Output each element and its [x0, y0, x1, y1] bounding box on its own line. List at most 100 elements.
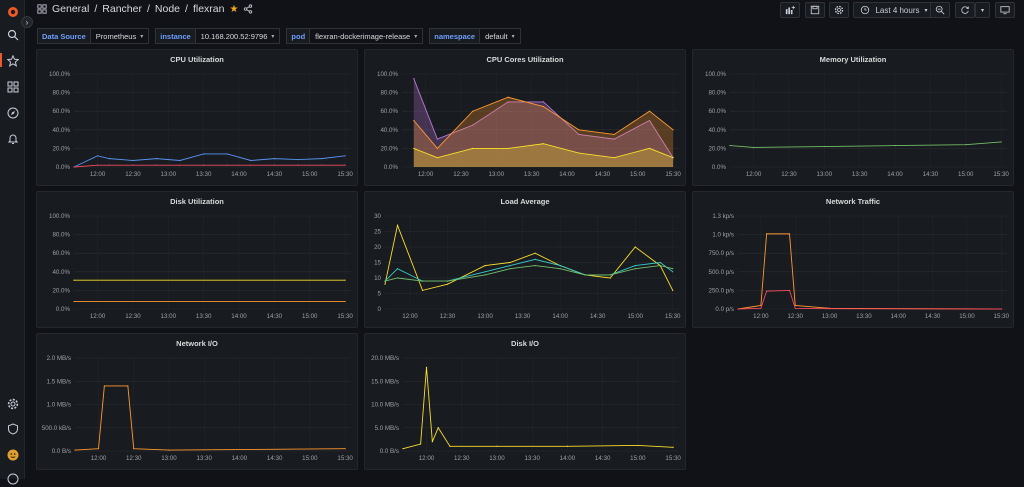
- data-point: [613, 138, 615, 140]
- x-tick-label: 12:30: [125, 171, 141, 178]
- data-point: [250, 164, 252, 166]
- y-tick-label: 100.0%: [49, 71, 70, 78]
- x-tick-label: 15:00: [959, 313, 975, 320]
- starred-icon[interactable]: [4, 52, 21, 69]
- save-dashboard-button[interactable]: [805, 2, 825, 18]
- data-point: [634, 246, 636, 248]
- data-point: [534, 258, 536, 260]
- data-point: [634, 265, 636, 267]
- user-avatar-icon[interactable]: [4, 446, 21, 463]
- x-tick-label: 13:00: [822, 313, 838, 320]
- breadcrumb-separator: /: [94, 3, 98, 15]
- gear-icon: [834, 5, 844, 15]
- chart-svg: 30 25 20 15 10 5 0 12:00 12:30 13:00 13:30 14:00 14:…: [374, 213, 681, 320]
- data-point: [449, 445, 451, 447]
- data-point: [74, 449, 76, 451]
- data-point: [729, 145, 731, 147]
- dashboard-title[interactable]: flexran: [192, 3, 225, 15]
- data-point: [413, 119, 415, 122]
- panel-network-traffic[interactable]: Network Traffic 1.3 kp/s 1.0 kp/s 750.0 p/…: [692, 191, 1014, 328]
- data-point: [179, 164, 181, 166]
- data-point: [344, 155, 346, 157]
- instance-select[interactable]: 10.168.200.52:9796 ▾: [195, 28, 281, 44]
- configuration-gear-icon[interactable]: [4, 395, 21, 412]
- alerting-bell-icon[interactable]: [4, 130, 21, 147]
- data-point: [396, 224, 399, 226]
- add-panel-button[interactable]: [780, 2, 800, 18]
- explore-icon[interactable]: [4, 104, 21, 121]
- dashboards-icon[interactable]: [4, 78, 21, 95]
- data-point: [794, 307, 796, 309]
- chart-svg: 100.0% 80.0% 60.0% 40.0% 20.0% 0.0% 12:00 12:30…: [705, 71, 1009, 178]
- data-point: [420, 443, 422, 445]
- x-tick-label: 15:30: [337, 313, 353, 320]
- x-tick-label: 13:30: [196, 171, 212, 178]
- data-point: [484, 274, 486, 276]
- panel-cpu-utilization[interactable]: CPU Utilization 100.0% 80.0% 60.0% 40.0% 20.…: [36, 49, 358, 186]
- data-point: [672, 129, 674, 131]
- zoom-out-button[interactable]: [930, 2, 950, 18]
- share-icon[interactable]: [243, 4, 253, 14]
- series-area: [413, 78, 674, 167]
- data-point: [760, 307, 762, 309]
- panel-network-io[interactable]: Network I/O 2.0 MB/s 1.5 MB/s 1.0 MB/s 500.…: [36, 333, 358, 470]
- dashboard-settings-button[interactable]: [829, 2, 849, 18]
- breadcrumb-separator: /: [185, 3, 188, 15]
- x-tick-label: 14:30: [595, 455, 611, 462]
- favorite-star-icon[interactable]: ★: [229, 3, 239, 15]
- panel-memory-utilization[interactable]: Memory Utilization 100.0% 80.0% 60.0% 40.0%…: [692, 49, 1014, 186]
- data-point: [672, 268, 674, 270]
- search-icon[interactable]: [4, 26, 21, 43]
- pod-select[interactable]: flexran-dockerimage-release ▾: [310, 28, 424, 44]
- grafana-logo-icon[interactable]: [4, 3, 21, 20]
- data-point: [226, 164, 228, 166]
- data-point: [672, 157, 674, 159]
- data-point: [155, 164, 158, 166]
- y-tick-label: 0.0%: [712, 164, 727, 171]
- variable-value: flexran-dockerimage-release: [315, 31, 411, 41]
- data-point: [613, 133, 615, 136]
- panel-disk-utilization[interactable]: Disk Utilization 100.0% 80.0% 60.0% 40.0% 20…: [36, 191, 358, 328]
- x-tick-label: 13:30: [852, 171, 868, 178]
- chart-svg: 2.0 MB/s 1.5 MB/s 1.0 MB/s 500.0 kB/s 0.0 B/…: [42, 355, 354, 462]
- x-tick-label: 14:00: [232, 455, 248, 462]
- add-panel-icon: [785, 5, 795, 15]
- panel-title: CPU Utilization: [170, 55, 224, 64]
- refresh-interval-dropdown[interactable]: ▾: [975, 2, 990, 18]
- datasource-select[interactable]: Prometheus ▾: [90, 28, 150, 44]
- shield-icon[interactable]: [4, 420, 21, 437]
- data-point: [509, 265, 511, 267]
- x-tick-label: 14:30: [267, 455, 283, 462]
- breadcrumb-item[interactable]: Node: [154, 3, 181, 15]
- panel-title: Memory Utilization: [819, 55, 887, 64]
- breadcrumb-item[interactable]: Rancher: [102, 3, 142, 15]
- data-point: [168, 449, 170, 451]
- panel-cpu-cores-utilization[interactable]: CPU Cores Utilization 100.0% 80.0% 60.0% 40…: [364, 49, 686, 186]
- time-range-label: Last 4 hours: [875, 5, 920, 15]
- y-tick-label: 250.0 p/s: [709, 287, 734, 294]
- data-point: [828, 308, 831, 310]
- namespace-select[interactable]: default ▾: [480, 28, 521, 44]
- data-point: [402, 448, 404, 450]
- y-tick-label: 20: [374, 244, 381, 251]
- data-point: [659, 265, 661, 267]
- y-tick-label: 0.0 B/s: [380, 448, 399, 455]
- variables-bar: Data Source Prometheus ▾ instance 10.168.…: [37, 28, 521, 44]
- expand-menu-button[interactable]: ›: [21, 16, 33, 28]
- refresh-button[interactable]: [955, 2, 975, 18]
- time-range-picker[interactable]: Last 4 hours ▾: [853, 2, 935, 18]
- data-point: [559, 268, 561, 270]
- data-point: [108, 158, 110, 160]
- chart-svg: 100.0% 80.0% 60.0% 40.0% 20.0% 0.0% 12:00 12:30…: [377, 71, 681, 178]
- data-point: [297, 164, 299, 166]
- x-tick-label: 12:30: [787, 313, 803, 320]
- breadcrumb-folder[interactable]: General: [52, 3, 90, 15]
- series-line: [737, 289, 1002, 310]
- breadcrumb: General / Rancher / Node / flexran ★: [37, 3, 253, 15]
- tv-mode-button[interactable]: [995, 2, 1015, 18]
- panel-title: Disk I/O: [511, 339, 539, 348]
- chevron-down-icon: ▾: [511, 33, 515, 40]
- panel-load-average[interactable]: Load Average 30 25 20 15 10 5 0 12:00 12:30 13:00…: [364, 191, 686, 328]
- chevron-down-icon: ▾: [980, 7, 984, 14]
- panel-disk-io[interactable]: Disk I/O 20.0 MB/s 15.0 MB/s 10.0 MB/s 5.0 …: [364, 333, 686, 470]
